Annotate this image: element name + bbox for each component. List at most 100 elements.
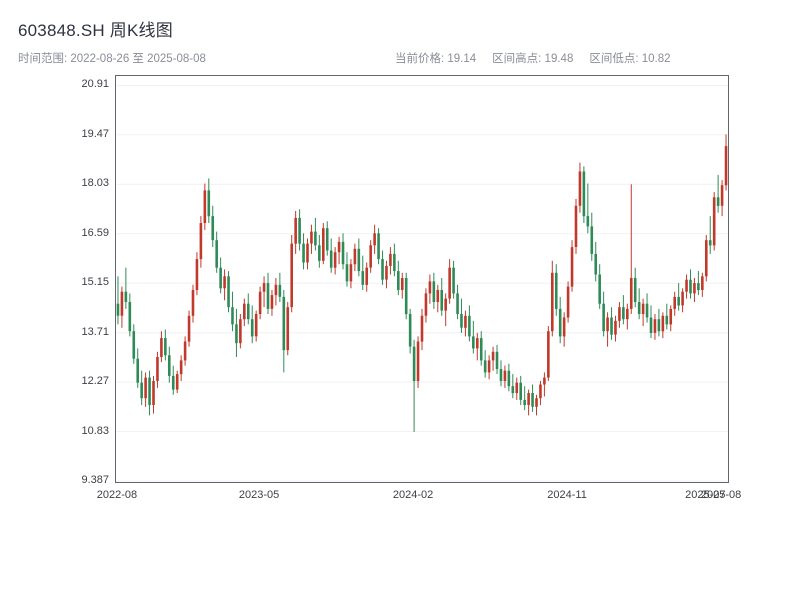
candle [341,233,345,270]
candle [547,326,550,381]
x-axis-tick-label: 2023-05 [238,489,280,501]
candle [187,310,191,347]
candle [357,238,361,277]
y-axis-tick-label: 20.91 [81,78,109,91]
candle [345,252,349,287]
range-high-label: 区间高点: 19.48 [492,53,574,65]
candle [175,370,179,393]
candle [570,240,574,292]
candle [677,283,680,311]
candle [657,308,661,337]
candle [649,305,653,339]
candle [164,329,167,361]
candle [321,223,325,265]
candle [653,314,657,340]
x-axis-tick-label: 2025-08 [700,489,742,501]
candle [160,331,163,363]
y-axis-tick-label: 18.03 [81,177,109,190]
candle [491,346,495,371]
time-range-label: 时间范围: 2022-08-26 至 2025-08-08 [18,53,206,65]
candle [195,252,199,296]
candle [337,236,341,265]
candle [318,235,321,268]
y-axis-tick-label: 10.83 [81,424,109,437]
candle [479,331,483,366]
candle [290,235,293,313]
candle [148,370,151,416]
candle [641,298,645,327]
candle [665,303,669,330]
candle [689,269,692,299]
candle [574,199,578,254]
candle [543,372,546,397]
candle [598,264,601,309]
candle [227,271,230,313]
candle [511,374,515,399]
candle [483,350,487,378]
candle [377,228,380,265]
candle [298,209,301,251]
candle [535,394,538,416]
candle [708,216,712,254]
candle [223,269,226,301]
candle [724,134,728,191]
y-axis-tick-label: 12.27 [81,375,109,388]
candle [586,183,590,234]
candle [452,260,455,299]
candle [207,178,211,223]
candle [531,384,534,412]
candle [250,305,254,344]
candle [369,240,372,273]
candle [626,303,629,330]
x-axis-tick-label: 2024-02 [392,489,434,501]
candle [254,310,258,342]
y-axis-tick-label: 9.387 [81,474,109,487]
candle [416,336,420,388]
candle [116,276,120,325]
y-axis-tick-label: 15.15 [81,276,109,289]
candle [704,235,708,282]
candle [712,192,716,251]
candle [551,260,554,337]
candle [606,312,609,347]
candle [191,284,195,323]
current-price-label: 当前价格: 19.14 [395,53,477,65]
candle [310,224,313,254]
candle [594,241,598,282]
candle [404,272,408,320]
candlestick-plot [115,75,729,483]
candle [701,272,704,297]
candle [282,290,286,373]
x-axis-tick-label: 2022-08 [96,489,138,501]
candle [523,386,526,411]
candle [464,310,467,337]
candle [215,231,218,273]
candle [274,278,278,306]
candle [262,276,266,308]
candle [456,284,459,320]
candle [270,290,274,316]
y-axis-tick-label: 13.71 [81,325,109,338]
candle [428,274,432,304]
candle [231,291,234,332]
candle [278,272,282,302]
candle [440,278,444,316]
candle [243,298,246,327]
candle [239,314,242,349]
candle [424,288,428,323]
candle [669,305,673,332]
candlestick-svg [116,84,728,482]
candle [128,293,132,337]
candle [539,381,542,406]
candle [156,351,159,388]
candle [373,224,376,254]
candle [554,264,558,316]
candle [302,233,305,270]
candle [211,205,215,248]
candle [353,243,357,272]
candle [420,308,424,351]
candle [266,272,270,314]
candle [716,174,720,213]
candle [329,238,333,273]
candle [168,346,171,383]
